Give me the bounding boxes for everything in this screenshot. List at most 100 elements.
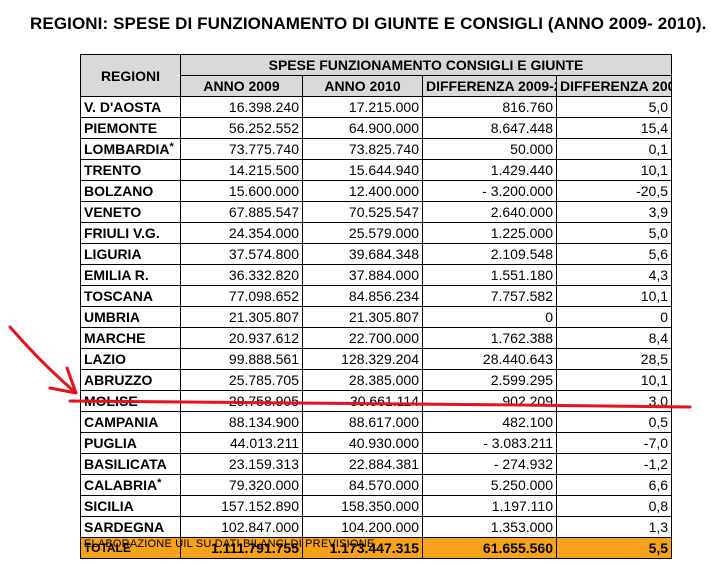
region-name: LIGURIA: [84, 246, 142, 262]
region-name: ABRUZZO: [84, 372, 153, 388]
table-row: BOLZANO 15.600.000 12.400.000- 3.200.000 -2…: [80, 180, 673, 202]
cell-y2009: 157.152.890: [180, 495, 303, 517]
cell-y2010: 73.825.740: [302, 138, 423, 160]
cell-y2010: 64.900.000: [302, 117, 423, 139]
cell-diff: - 3.200.000: [422, 180, 557, 202]
table-row: LIGURIA 37.574.800 39.684.348 2.109.548 5,6: [80, 243, 673, 265]
header-anno-2010: ANNO 2010: [302, 75, 423, 97]
region-name: BASILICATA: [84, 456, 167, 472]
header-group: SPESE FUNZIONAMENTO CONSIGLI E GIUNTE: [179, 54, 673, 76]
cell-y2010: 28.385.000: [302, 369, 423, 391]
region-name-cell: VENETO: [80, 201, 181, 223]
cell-y2009: 37.574.800: [180, 243, 303, 265]
table-row: PIEMONTE 56.252.552 64.900.000 8.647.448 15,…: [80, 117, 673, 139]
cell-pct: 0,8: [555, 495, 673, 517]
cell-pct: 0,5: [555, 411, 673, 433]
cell-pct: 5,5: [555, 537, 673, 559]
region-name-cell: ABRUZZO: [80, 369, 181, 391]
region-name-cell: EMILIA R.: [80, 264, 181, 286]
region-name: TOSCANA: [84, 288, 153, 304]
table-row: TOSCANA 77.098.652 84.856.234 7.757.582 10,1: [80, 285, 673, 307]
cell-diff: 2.599.295: [422, 369, 557, 391]
region-name-cell: PIEMONTE: [80, 117, 181, 139]
region-name: SICILIA: [84, 498, 134, 514]
document-title: REGIONI: SPESE DI FUNZIONAMENTO DI GIUNT…: [30, 14, 707, 33]
table-row: PUGLIA 44.013.211 40.930.000- 3.083.211 -7,…: [80, 432, 673, 454]
cell-pct: -1,2: [555, 453, 673, 475]
cell-y2010: 84.856.234: [302, 285, 423, 307]
cell-y2009: 44.013.211: [180, 432, 303, 454]
cell-diff: 61.655.560: [422, 537, 557, 559]
cell-y2010: 25.579.000: [302, 222, 423, 244]
cell-y2009: 102.847.000: [180, 516, 303, 538]
cell-y2009: 24.354.000: [180, 222, 303, 244]
total-row: TOTALE 1.111.791.755 1.173.447.315 61.655.5…: [80, 537, 673, 559]
table-body: V. D'AOSTA 16.398.240 17.215.000 816.760 5,0…: [80, 96, 673, 559]
asterisk-mark: *: [169, 141, 174, 153]
cell-y2010: 39.684.348: [302, 243, 423, 265]
table-row: V. D'AOSTA 16.398.240 17.215.000 816.760 5,0: [80, 96, 673, 118]
region-name-cell: TOTALE: [80, 537, 181, 559]
cell-y2010: 15.644.940: [302, 159, 423, 181]
region-name: MARCHE: [84, 330, 146, 346]
red-underline: [68, 399, 692, 409]
table-row: UMBRIA 21.305.807 21.305.807 0 0: [80, 306, 673, 328]
table-row: VENETO 67.885.547 70.525.547 2.640.000 3,9: [80, 201, 673, 223]
cell-pct: 1,3: [555, 516, 673, 538]
cell-diff: 1.429.440: [422, 159, 557, 181]
region-name: SARDEGNA: [84, 519, 165, 535]
cell-y2010: 21.305.807: [302, 306, 423, 328]
cell-y2009: 15.600.000: [180, 180, 303, 202]
cell-y2009: 20.937.612: [180, 327, 303, 349]
cell-diff: 8.647.448: [422, 117, 557, 139]
cell-pct: 5,6: [555, 243, 673, 265]
region-name: LAZIO: [84, 351, 126, 367]
region-name-cell: LIGURIA: [80, 243, 181, 265]
cell-y2010: 17.215.000: [302, 96, 423, 118]
red-arrow-icon: [8, 325, 78, 395]
header-anno-2009: ANNO 2009: [180, 75, 303, 97]
region-name: PUGLIA: [84, 435, 137, 451]
region-name-cell: SICILIA: [80, 495, 181, 517]
cell-y2009: 1.111.791.755: [180, 537, 303, 559]
source-note: ELABORAZIONE UIL SU DATI BILANCI DI PREV…: [84, 538, 375, 550]
spending-table: REGIONI SPESE FUNZIONAMENTO CONSIGLI E G…: [80, 54, 673, 559]
region-name-cell: BASILICATA: [80, 453, 181, 475]
table-row: MARCHE 20.937.612 22.700.000 1.762.388 8,4: [80, 327, 673, 349]
cell-diff: 28.440.643: [422, 348, 557, 370]
cell-y2009: 77.098.652: [180, 285, 303, 307]
region-name: CALABRIA: [84, 477, 158, 493]
region-name: PIEMONTE: [84, 120, 158, 136]
cell-pct: 6,6: [555, 474, 673, 496]
region-name: UMBRIA: [84, 309, 140, 325]
cell-y2009: 14.215.500: [180, 159, 303, 181]
region-name-cell: BOLZANO: [80, 180, 181, 202]
cell-y2009: 36.332.820: [180, 264, 303, 286]
cell-y2009: 67.885.547: [180, 201, 303, 223]
cell-y2010: 104.200.000: [302, 516, 423, 538]
header-diff-abs: DIFFERENZA 2009-2010 VALORI ASSOLUTI: [422, 75, 557, 97]
cell-pct: 15,4: [555, 117, 673, 139]
table-row: ABRUZZO 25.785.705 28.385.000 2.599.295 10,1: [80, 369, 673, 391]
region-name: EMILIA R.: [84, 267, 149, 283]
cell-pct: 10,1: [555, 159, 673, 181]
region-name: V. D'AOSTA: [84, 99, 162, 115]
region-name: TRENTO: [84, 162, 142, 178]
table-row: TRENTO 14.215.500 15.644.940 1.429.440 10,1: [80, 159, 673, 181]
cell-diff: 816.760: [422, 96, 557, 118]
region-name: FRIULI V.G.: [84, 225, 160, 241]
cell-y2010: 158.350.000: [302, 495, 423, 517]
table-row: SICILIA 157.152.890 158.350.000 1.197.110 0,…: [80, 495, 673, 517]
region-name-cell: V. D'AOSTA: [80, 96, 181, 118]
cell-pct: -20,5: [555, 180, 673, 202]
table-row: CALABRIA* 79.320.000 84.570.000 5.250.000 6,…: [80, 474, 673, 496]
region-name: BOLZANO: [84, 183, 154, 199]
cell-y2010: 1.173.447.315: [302, 537, 423, 559]
cell-y2010: 37.884.000: [302, 264, 423, 286]
table-row: BASILICATA 23.159.313 22.884.381- 274.932-…: [80, 453, 673, 475]
region-name: TOTALE: [84, 541, 131, 555]
region-name: VENETO: [84, 204, 142, 220]
table-row: LAZIO 99.888.561 128.329.204 28.440.643 28,5: [80, 348, 673, 370]
region-name: CAMPANIA: [84, 414, 159, 430]
